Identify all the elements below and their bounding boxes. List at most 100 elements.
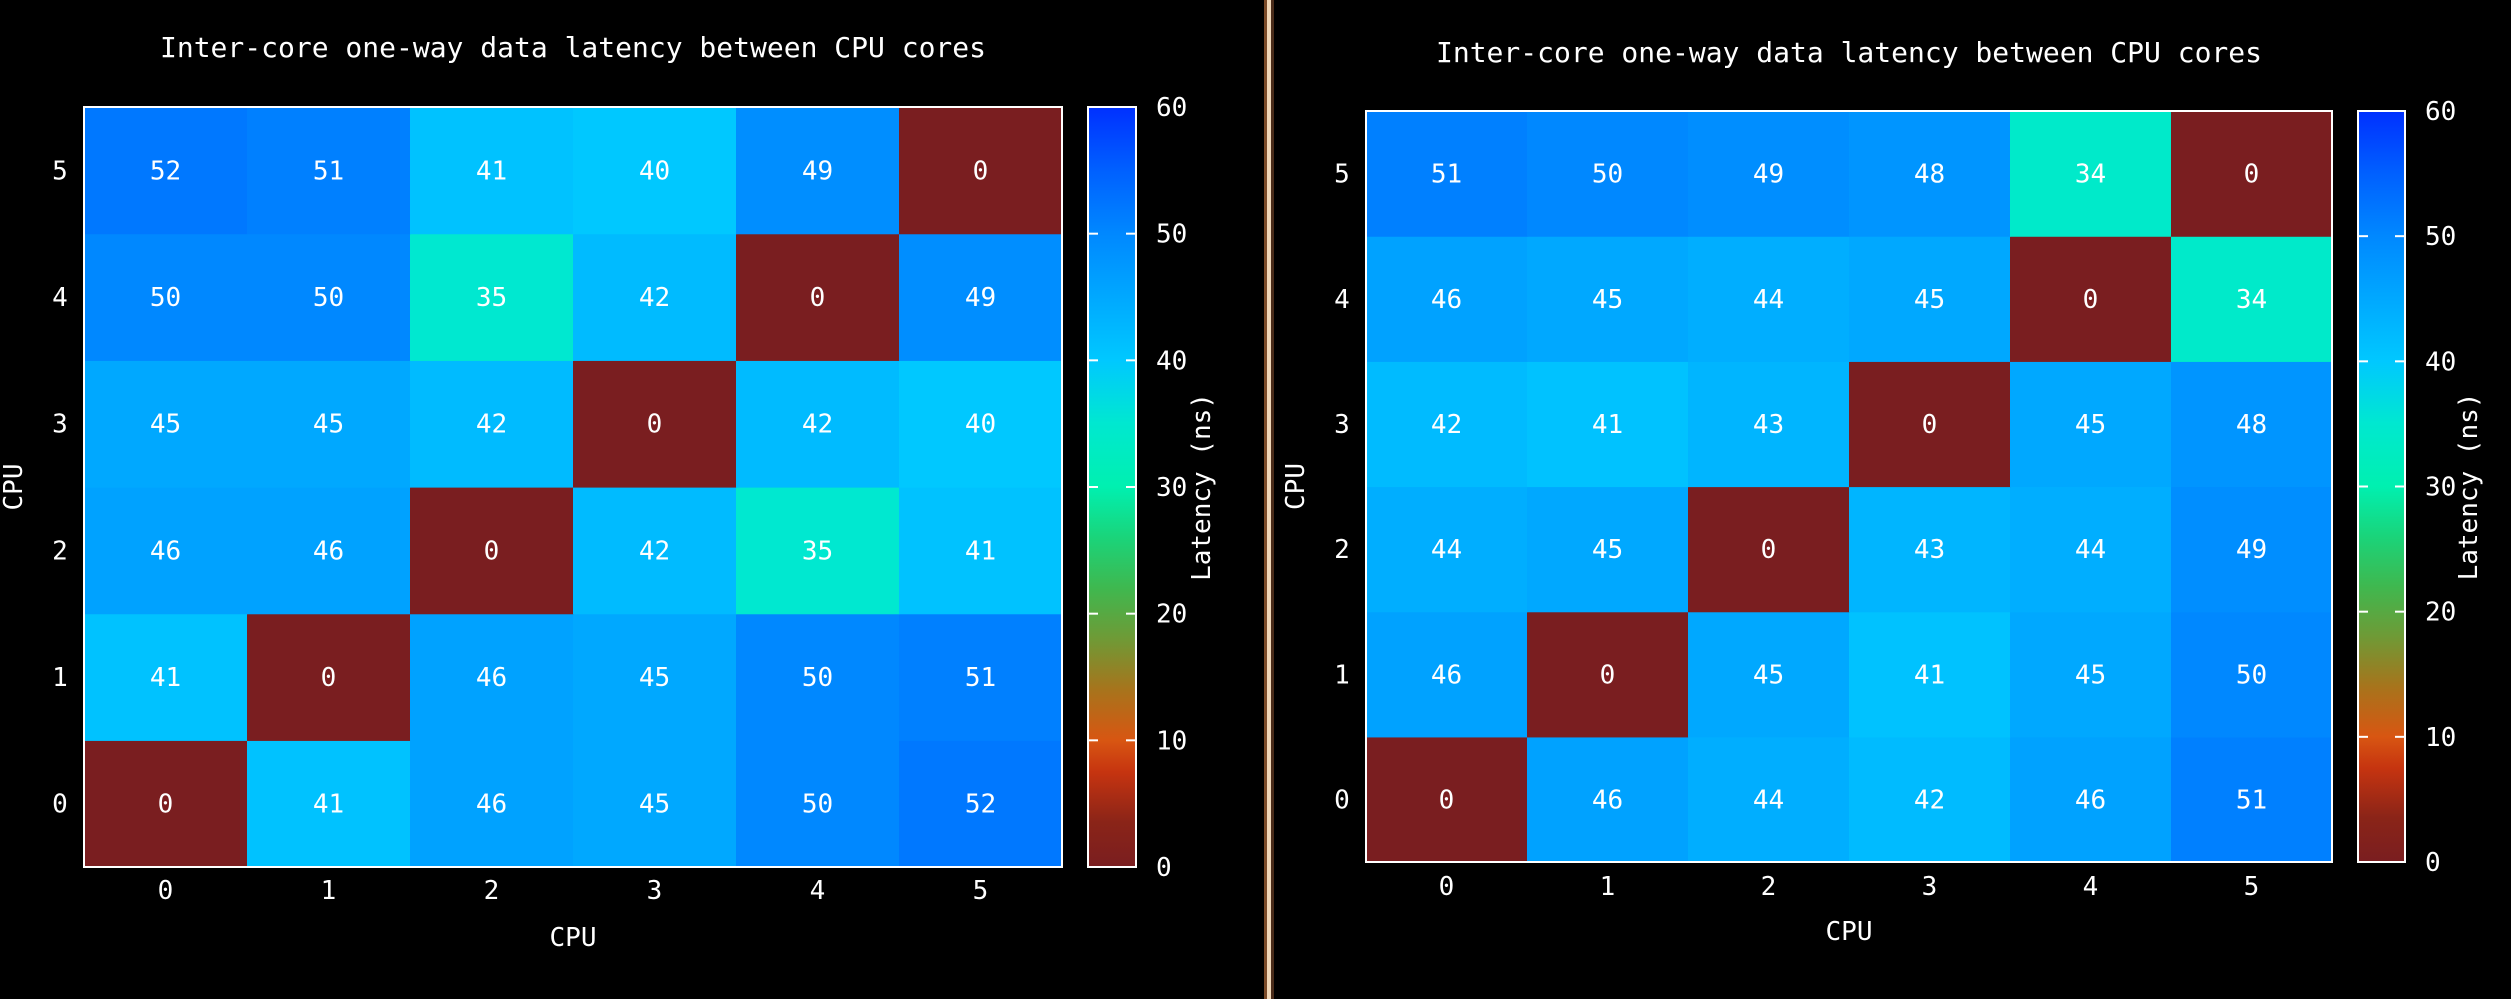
window-divider-highlight[interactable] [1267, 0, 1271, 999]
heatmap-cell [573, 107, 737, 235]
y-tick-label: 3 [52, 410, 68, 440]
heatmap-cell [1849, 236, 2011, 362]
cell-value-label: 45 [639, 663, 670, 693]
heatmap-cell [2010, 486, 2172, 613]
cell-value-label: 46 [1431, 660, 1462, 690]
heatmap-cell [2010, 361, 2172, 488]
cell-value-label: 41 [1914, 660, 1945, 690]
cell-value-label: 41 [476, 156, 507, 186]
cell-value-label: 52 [150, 156, 181, 186]
x-axis-label: CPU [1826, 917, 1873, 947]
cell-value-label: 51 [2236, 785, 2267, 815]
colorbar-tick-label: 0 [1156, 853, 1172, 883]
chart-title: Inter-core one-way data latency between … [160, 31, 986, 64]
cell-value-label: 50 [313, 283, 344, 313]
heatmap-cell [247, 233, 411, 361]
heatmap-cell [1527, 236, 1689, 362]
heatmap-cell [2010, 111, 2172, 237]
heatmap-cell [84, 107, 248, 235]
heatmap-cell [2171, 111, 2333, 237]
cell-value-label: 45 [313, 410, 344, 440]
heatmap-cells: 0 41 46 45 50 52 41 0 46 45 50 51 46 46 0 42 35 41 45 45 42 0… [84, 107, 1063, 868]
heatmap-cell [899, 360, 1063, 488]
heatmap-cell [1849, 361, 2011, 488]
heatmap-cell [573, 613, 737, 741]
cell-value-label: 41 [1592, 410, 1623, 440]
y-axis-label: CPU [0, 464, 29, 511]
cell-value-label: 42 [802, 410, 833, 440]
cell-value-label: 0 [1439, 785, 1455, 815]
heatmap-cell [573, 360, 737, 488]
colorbar-label: Latency (ns) [2454, 393, 2484, 581]
cell-value-label: 0 [1922, 410, 1938, 440]
cell-value-label: 42 [1431, 410, 1462, 440]
cell-value-label: 42 [639, 283, 670, 313]
colorbar-tick-label: 10 [2425, 723, 2456, 753]
window-divider[interactable] [1264, 0, 1267, 999]
heatmap-cell [84, 487, 248, 615]
cell-value-label: 34 [2075, 160, 2106, 190]
cell-value-label: 50 [1592, 160, 1623, 190]
cell-value-label: 40 [965, 410, 996, 440]
heatmap-cell [736, 740, 900, 868]
heatmap-cell [899, 107, 1063, 235]
heatmap-cell [410, 360, 574, 488]
heatmap-cell [573, 233, 737, 361]
colorbar-tick-label: 0 [2425, 848, 2441, 878]
cell-value-label: 45 [2075, 410, 2106, 440]
x-tick-label: 3 [647, 876, 663, 906]
cell-value-label: 46 [2075, 785, 2106, 815]
cell-value-label: 41 [965, 536, 996, 566]
cell-value-label: 50 [802, 790, 833, 820]
heatmap-cell [410, 233, 574, 361]
heatmap-cell [2010, 736, 2172, 863]
cell-value-label: 34 [2236, 285, 2267, 315]
heatmap-cell [1688, 611, 1850, 738]
heatmap-cell [1527, 736, 1689, 863]
cell-value-label: 41 [150, 663, 181, 693]
heatmap-cell [573, 740, 737, 868]
heatmap-cell [410, 107, 574, 235]
x-tick-label: 3 [1922, 872, 1938, 902]
heatmap-cell [899, 487, 1063, 615]
cell-value-label: 49 [965, 283, 996, 313]
heatmap-cell [2171, 236, 2333, 362]
heatmap-cell [410, 487, 574, 615]
y-tick-label: 5 [52, 156, 68, 186]
cell-value-label: 48 [1914, 160, 1945, 190]
colorbar-tick-label: 60 [2425, 97, 2456, 127]
heatmap-cell [1849, 111, 2011, 237]
cell-value-label: 0 [1761, 535, 1777, 565]
cell-value-label: 42 [639, 536, 670, 566]
x-axis-label: CPU [550, 923, 597, 953]
heatmap-cell [1688, 361, 1850, 488]
heatmap-cell [1366, 361, 1528, 488]
plot-frame [1365, 110, 2333, 863]
heatmap-cell [736, 107, 900, 235]
cell-value-label: 0 [2083, 285, 2099, 315]
heatmap-cell [899, 613, 1063, 741]
heatmap-cell [736, 487, 900, 615]
x-tick-label: 4 [810, 876, 826, 906]
cell-value-label: 49 [802, 156, 833, 186]
heatmap-cell [1849, 611, 2011, 738]
cell-value-label: 43 [1914, 535, 1945, 565]
heatmap-cell [410, 613, 574, 741]
heatmap-cell [1527, 111, 1689, 237]
window-divider-shadow [1271, 0, 1274, 999]
cell-value-label: 35 [802, 536, 833, 566]
y-tick-label: 1 [52, 663, 68, 693]
cell-value-label: 0 [158, 790, 174, 820]
cell-value-label: 46 [1431, 285, 1462, 315]
cell-value-label: 0 [321, 663, 337, 693]
x-tick-label: 0 [158, 876, 174, 906]
heatmap-cell [1527, 486, 1689, 613]
heatmap-panel-left: Inter-core one-way data latency between … [0, 31, 1217, 953]
cell-value-label: 48 [2236, 410, 2267, 440]
heatmap-chart-left: Inter-core one-way data latency between … [0, 31, 1217, 953]
heatmap-cell [1688, 736, 1850, 863]
x-tick-label: 1 [1600, 872, 1616, 902]
cell-value-label: 45 [639, 790, 670, 820]
cell-value-label: 45 [2075, 660, 2106, 690]
heatmap-cell [736, 613, 900, 741]
